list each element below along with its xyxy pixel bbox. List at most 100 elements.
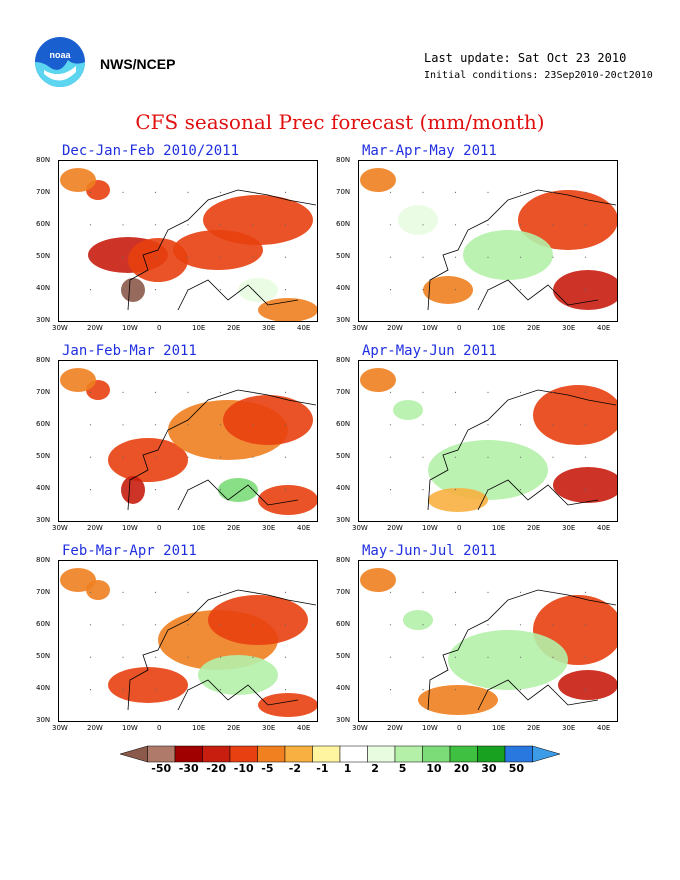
lon-label: 0 — [157, 324, 162, 332]
lon-label: 20E — [527, 324, 541, 332]
precip-anomaly-area — [403, 610, 433, 630]
lat-label: 80N — [36, 356, 51, 364]
lon-label: 30E — [562, 324, 576, 332]
lon-label: 10E — [192, 524, 206, 532]
lon-label: 0 — [457, 524, 462, 532]
lon-label: 20E — [527, 724, 541, 732]
lat-label: 80N — [336, 156, 351, 164]
lon-label: 30W — [352, 524, 368, 532]
lon-label: 40E — [597, 724, 611, 732]
precip-anomaly-area — [258, 485, 318, 515]
panel-title: Jan-Feb-Mar 2011 — [62, 343, 197, 359]
lon-label: 30W — [52, 724, 68, 732]
lat-label: 60N — [36, 220, 51, 228]
map-panel — [58, 560, 318, 722]
colorbar-label: 2 — [371, 762, 379, 775]
precip-anomaly-area — [553, 467, 618, 503]
lat-label: 30N — [36, 716, 51, 724]
precip-anomaly-area — [463, 230, 553, 280]
precip-anomaly-area — [533, 385, 618, 445]
lon-label: 0 — [157, 524, 162, 532]
lon-label: 40E — [597, 324, 611, 332]
lon-label: 10W — [122, 724, 138, 732]
lon-label: 0 — [157, 724, 162, 732]
colorbar-segment — [284, 745, 313, 763]
lon-label: 30E — [262, 524, 276, 532]
colorbar-label: -2 — [288, 762, 301, 775]
precip-map — [58, 360, 318, 522]
map-panel — [358, 560, 618, 722]
precip-anomaly-area — [558, 670, 618, 700]
lat-label: 60N — [36, 420, 51, 428]
lon-label: 10E — [492, 324, 506, 332]
lon-label: 10W — [122, 324, 138, 332]
map-panel — [358, 360, 618, 522]
precip-anomaly-area — [218, 478, 258, 502]
agency-name: NWS/NCEP — [100, 56, 176, 72]
lon-label: 40E — [297, 724, 311, 732]
precip-map — [358, 160, 618, 322]
lon-label: 30E — [562, 524, 576, 532]
precip-map — [358, 360, 618, 522]
colorbar-label: 5 — [398, 762, 407, 775]
precip-anomaly-area — [203, 195, 313, 245]
lat-label: 40N — [36, 684, 51, 692]
precip-anomaly-area — [360, 568, 396, 592]
lon-label: 30W — [52, 524, 68, 532]
precip-anomaly-area — [223, 395, 313, 445]
colorbar-segment — [257, 745, 286, 763]
lat-label: 80N — [36, 556, 51, 564]
lon-label: 10W — [122, 524, 138, 532]
lon-label: 10W — [422, 724, 438, 732]
colorbar-segment — [504, 745, 533, 763]
lon-label: 30W — [352, 324, 368, 332]
colorbar-segment — [202, 745, 231, 763]
lat-label: 30N — [36, 516, 51, 524]
lat-label: 50N — [36, 652, 51, 660]
colorbar-segment — [174, 745, 203, 763]
colorbar-segment — [422, 745, 451, 763]
lat-label: 60N — [336, 620, 351, 628]
colorbar-label: 50 — [508, 762, 525, 775]
lat-label: 40N — [336, 284, 351, 292]
lat-label: 30N — [336, 716, 351, 724]
colorbar-label: -50 — [151, 762, 172, 775]
colorbar-segment — [120, 745, 148, 763]
precip-anomaly-area — [448, 630, 568, 690]
lon-label: 0 — [457, 324, 462, 332]
precip-anomaly-area — [60, 568, 96, 592]
precip-anomaly-area — [198, 655, 278, 695]
lat-label: 50N — [36, 452, 51, 460]
lat-label: 50N — [336, 452, 351, 460]
lat-label: 40N — [36, 284, 51, 292]
lat-label: 60N — [336, 420, 351, 428]
lon-label: 10E — [192, 724, 206, 732]
precip-anomaly-area — [121, 278, 145, 302]
panel-title: Mar-Apr-May 2011 — [362, 143, 497, 159]
lat-label: 30N — [336, 316, 351, 324]
lon-label: 20E — [227, 724, 241, 732]
map-panel — [58, 360, 318, 522]
lon-label: 40E — [297, 524, 311, 532]
precip-anomaly-area — [108, 667, 188, 703]
lon-label: 20W — [387, 524, 403, 532]
colorbar-label: 1 — [343, 762, 352, 775]
precip-anomaly-area — [121, 476, 145, 504]
colorbar-segment — [229, 745, 258, 763]
lon-label: 10E — [492, 724, 506, 732]
noaa-logo-text: noaa — [49, 50, 71, 60]
colorbar-segment — [147, 745, 176, 763]
lat-label: 80N — [36, 156, 51, 164]
precip-anomaly-area — [360, 168, 396, 192]
colorbar-segment — [532, 745, 560, 763]
lon-label: 30W — [52, 324, 68, 332]
lat-label: 70N — [36, 188, 51, 196]
precip-anomaly-area — [393, 400, 423, 420]
lat-label: 40N — [36, 484, 51, 492]
lon-label: 10W — [422, 524, 438, 532]
panel-title: May-Jun-Jul 2011 — [362, 543, 497, 559]
lon-label: 20E — [227, 324, 241, 332]
precip-anomaly-area — [258, 693, 318, 717]
colorbar-segment — [339, 745, 368, 763]
last-update: Last update: Sat Oct 23 2010 — [424, 51, 627, 65]
